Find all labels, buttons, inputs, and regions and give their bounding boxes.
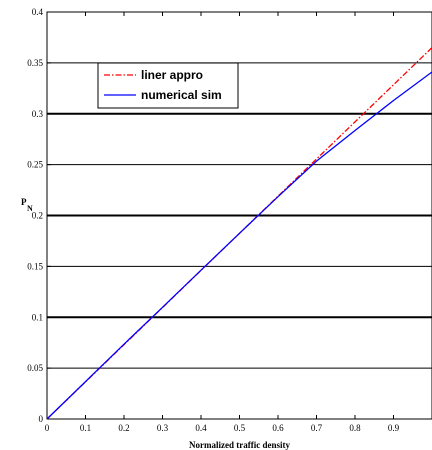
x-tick-label: 0.8 — [349, 423, 361, 433]
y-tick-label: 0 — [39, 414, 44, 424]
x-tick-label: 0 — [45, 423, 50, 433]
x-tick-label: 0.7 — [311, 423, 323, 433]
legend: liner appro numerical sim — [97, 62, 239, 109]
x-tick-label: 0.6 — [272, 423, 284, 433]
series-lines — [46, 47, 432, 420]
series-line-numerical-sim — [46, 71, 432, 420]
y-tick-label: 0.2 — [32, 211, 43, 221]
y-tick-label: 0.3 — [32, 109, 44, 119]
y-tick-label: 0.35 — [27, 58, 43, 68]
y-tick-label: 0.25 — [27, 160, 43, 170]
y-axis-label-subscript: N — [27, 204, 33, 213]
x-tick-label: 0.3 — [157, 423, 169, 433]
x-axis-label: Normalized traffic density — [189, 440, 290, 450]
x-tick-label: 0.1 — [80, 423, 91, 433]
x-tick-label: 0.2 — [118, 423, 129, 433]
y-tick-label: 0.4 — [32, 7, 44, 17]
y-tick-label: 0.15 — [27, 261, 43, 271]
legend-box — [97, 62, 239, 109]
y-tick-label: 0.1 — [32, 312, 43, 322]
x-tick-label: 0.5 — [234, 423, 246, 433]
axis-ticks: 0 0.05 0.1 0.15 0.2 0.25 0.3 0.35 0.4 0 0.1 0.2 0.3 0… — [27, 7, 399, 433]
legend-entry-liner-appro: liner appro — [141, 68, 203, 82]
y-tick-label: 0.05 — [27, 363, 43, 373]
x-tick-label: 0.4 — [195, 423, 207, 433]
grid-lines — [47, 62, 432, 369]
legend-entry-numerical-sim: numerical sim — [141, 88, 222, 102]
x-tick-label: 0.9 — [388, 423, 400, 433]
y-axis-label-main: P — [21, 197, 27, 207]
y-axis-label: P N — [21, 197, 33, 213]
